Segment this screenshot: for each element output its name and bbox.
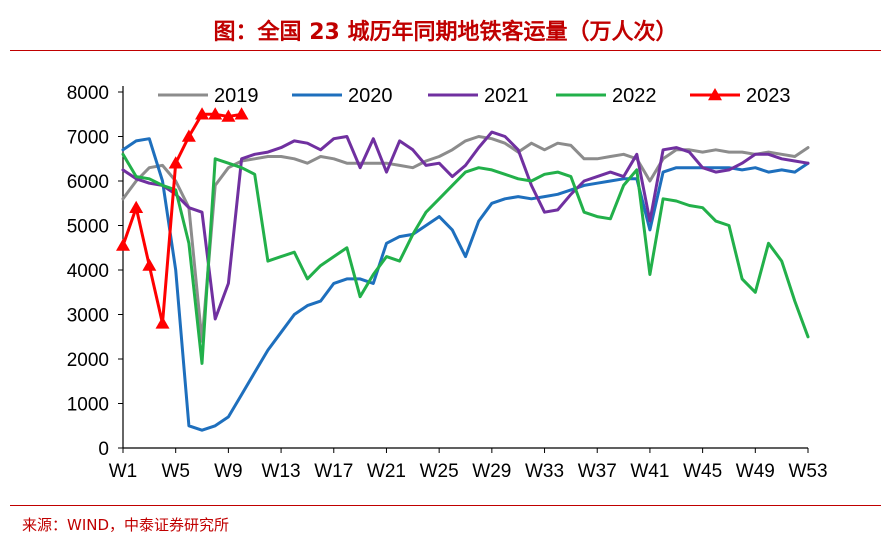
x-tick-label: W29 <box>472 461 511 482</box>
x-tick-label: W45 <box>683 461 722 482</box>
legend-label: 2021 <box>484 85 529 107</box>
chart-series <box>116 107 810 432</box>
data-point-2023 <box>195 107 210 120</box>
series-line-2021 <box>121 130 810 321</box>
chart-axes: 0 1000 2000 3000 4000 5000 6000 7000 8000 W1 W5 W9 W… <box>67 83 828 482</box>
x-tick-label: W49 <box>736 461 775 482</box>
data-point-2023 <box>155 316 170 329</box>
y-tick-label: 3000 <box>67 306 109 327</box>
y-tick-label: 5000 <box>67 217 109 238</box>
series-line-2020 <box>121 137 810 432</box>
x-tick-label: W53 <box>788 461 827 482</box>
footer-divider <box>10 505 881 506</box>
series-2022 <box>121 152 810 365</box>
x-tick-label: W5 <box>161 461 190 482</box>
legend-item-2022: 2022 <box>556 85 657 107</box>
legend-label: 2019 <box>214 85 259 107</box>
series-2023 <box>116 107 249 329</box>
series-2019 <box>121 135 810 343</box>
legend-item-2019: 2019 <box>158 85 259 107</box>
data-point-2023 <box>129 200 144 213</box>
x-tick-label: W37 <box>578 461 617 482</box>
legend-item-2021: 2021 <box>428 85 529 107</box>
y-tick-label: 8000 <box>67 83 109 104</box>
x-tick-label: W25 <box>420 461 459 482</box>
chart-title: 图：全国 23 城历年同期地铁客运量（万人次） <box>213 20 678 45</box>
series-line-2023 <box>121 112 244 325</box>
x-tick-label: W17 <box>314 461 353 482</box>
legend-label: 2022 <box>612 85 657 107</box>
data-point-2023 <box>221 109 236 122</box>
series-line-2019 <box>121 135 810 343</box>
series-line-2022 <box>121 152 810 365</box>
legend-item-2020: 2020 <box>292 85 393 107</box>
x-tick-label: W13 <box>262 461 301 482</box>
x-tick-label: W1 <box>109 461 138 482</box>
x-tick-label: W9 <box>214 461 243 482</box>
y-tick-label: 2000 <box>67 350 109 371</box>
line-chart: 0 1000 2000 3000 4000 5000 6000 7000 8000 W1 W5 W9 W… <box>67 83 828 482</box>
legend-marker <box>708 88 722 101</box>
data-point-2023 <box>142 258 157 271</box>
data-point-2023 <box>208 107 223 120</box>
source-note: 来源：WIND，中泰证券研究所 <box>22 516 230 534</box>
x-tick-label: W33 <box>525 461 564 482</box>
y-tick-label: 4000 <box>67 261 109 282</box>
x-tick-label: W41 <box>630 461 669 482</box>
series-2021 <box>121 130 810 321</box>
data-point-2023 <box>168 156 183 169</box>
title-divider <box>10 50 881 51</box>
y-tick-label: 6000 <box>67 172 109 193</box>
data-point-2023 <box>181 129 196 142</box>
legend-label: 2020 <box>348 85 393 107</box>
y-tick-label: 7000 <box>67 128 109 149</box>
series-2020 <box>121 137 810 432</box>
legend-item-2023: 2023 <box>690 85 791 107</box>
y-tick-label: 1000 <box>67 395 109 416</box>
data-point-2023 <box>234 107 249 120</box>
x-tick-label: W21 <box>367 461 406 482</box>
legend-label: 2023 <box>746 85 791 107</box>
data-point-2023 <box>116 238 130 251</box>
y-tick-label: 0 <box>98 439 109 460</box>
chart-legend: 2019 2020 2021 2022 2023 <box>158 85 791 107</box>
